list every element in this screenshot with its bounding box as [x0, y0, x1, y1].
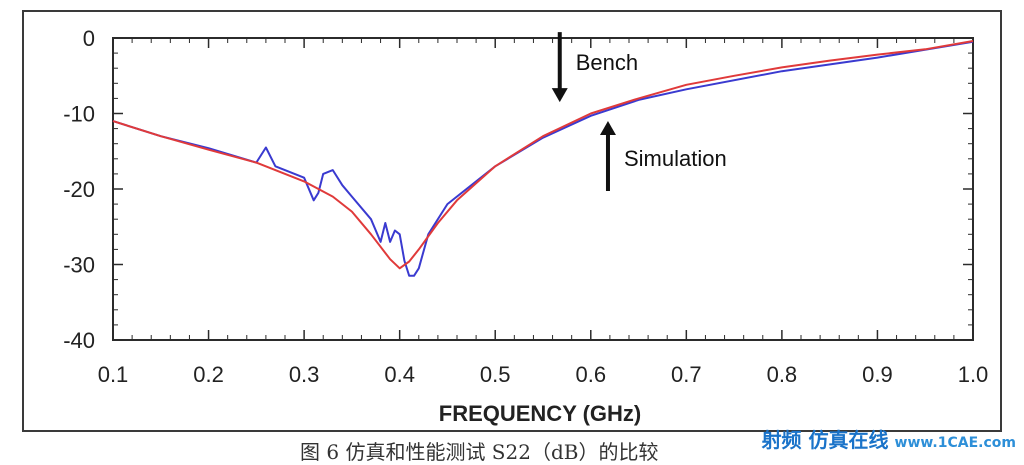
watermark-site: www.1CAE.com [894, 435, 1016, 451]
bench-annotation-label: Bench [576, 50, 638, 75]
x-tick-label: 0.5 [480, 362, 511, 387]
figure-caption: 图 6 仿真和性能测试 S22（dB）的比较 [300, 440, 659, 464]
x-tick-label: 0.7 [671, 362, 702, 387]
watermark: 射频 仿真在线 www.1CAE.com [762, 424, 1016, 453]
watermark-brand: 射频 仿真在线 [761, 428, 889, 452]
x-tick-label: 0.4 [384, 362, 415, 387]
series-line-simulation [112, 40, 974, 270]
x-tick-label: 0.9 [862, 362, 893, 387]
chart-frame [22, 10, 1002, 432]
x-tick-label: 0.3 [289, 362, 320, 387]
simulation-annotation-label: Simulation [624, 146, 727, 171]
x-tick-label: 0.1 [98, 362, 129, 387]
bench-arrow-icon [551, 88, 568, 103]
y-tick-label: -20 [63, 177, 95, 202]
x-tick-label: 0.8 [767, 362, 798, 387]
annotation-layer: Bench Simulation [551, 32, 727, 192]
series-line-bench [112, 40, 974, 277]
plot-area [112, 37, 974, 341]
y-tick-label: -30 [63, 253, 95, 278]
y-tick-label: -10 [63, 102, 95, 127]
y-tick-label: 0 [83, 26, 95, 51]
axes: 0.1 0.2 0.3 0.4 0.5 0.6 0.7 0.8 0.9 1.0 0 -10 -20 -30… [63, 26, 988, 387]
x-tick-label: 0.6 [575, 362, 606, 387]
x-tick-label: 0.2 [193, 362, 224, 387]
x-tick-label: 1.0 [958, 362, 989, 387]
x-axis-label: FREQUENCY (GHz) [439, 401, 642, 426]
series-layer [112, 40, 974, 277]
y-tick-label: -40 [63, 328, 95, 353]
